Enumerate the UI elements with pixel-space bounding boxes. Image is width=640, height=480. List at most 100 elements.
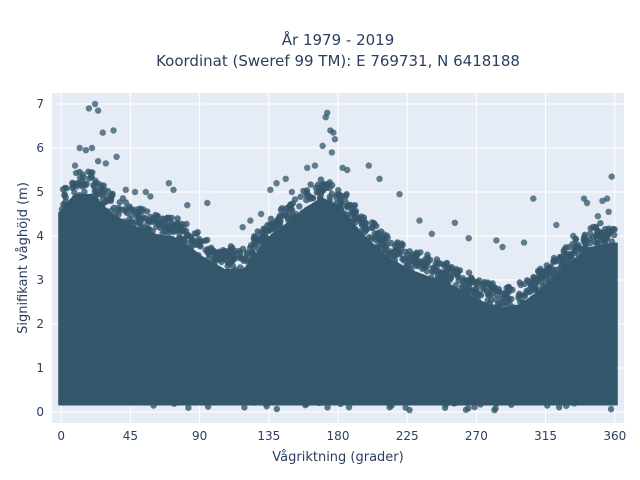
data-point [326, 266, 333, 273]
data-point [62, 370, 69, 377]
data-point [242, 384, 249, 391]
data-point [430, 278, 438, 285]
data-point [535, 295, 543, 303]
data-point [69, 199, 76, 206]
data-point [152, 236, 160, 244]
data-point [228, 295, 235, 303]
outlier-point [603, 195, 611, 202]
data-point [271, 349, 278, 357]
outlier-point [520, 239, 528, 246]
data-point [252, 268, 259, 275]
data-point [562, 333, 570, 341]
data-point [245, 362, 252, 370]
data-point [249, 288, 256, 296]
data-point [497, 322, 504, 330]
data-point [325, 336, 332, 343]
outlier-point [165, 180, 173, 187]
data-point [317, 195, 324, 202]
data-point [226, 260, 233, 267]
data-point [90, 361, 97, 368]
data-point [480, 340, 487, 347]
data-point [337, 400, 344, 408]
data-point [295, 295, 303, 302]
data-point [376, 304, 383, 312]
data-point [351, 255, 358, 263]
data-point [229, 287, 237, 294]
data-point [285, 259, 292, 266]
data-point [501, 298, 508, 306]
data-point [326, 364, 333, 371]
data-point [117, 393, 124, 400]
outlier-point [147, 193, 154, 200]
data-point [142, 240, 150, 248]
x-tick-label: 315 [534, 429, 557, 443]
data-point [209, 387, 216, 395]
outlier-point [428, 230, 435, 237]
data-point [201, 272, 208, 279]
data-point [246, 374, 253, 382]
data-point [129, 228, 137, 235]
data-point [337, 221, 344, 228]
data-point [68, 317, 75, 324]
data-point [120, 261, 128, 268]
data-point [423, 364, 431, 372]
data-point [570, 275, 577, 283]
data-point [197, 283, 205, 290]
data-point [487, 364, 494, 371]
data-point [543, 402, 551, 409]
outlier-point [110, 127, 117, 134]
data-point [485, 349, 492, 356]
data-point [193, 263, 200, 271]
data-point [381, 276, 388, 283]
data-point [303, 400, 310, 408]
data-point [253, 315, 260, 322]
data-point [411, 312, 419, 319]
outlier-point [319, 142, 326, 149]
data-point [190, 298, 197, 306]
data-point [561, 246, 568, 253]
data-point [170, 276, 178, 284]
data-point [406, 406, 413, 414]
data-point [410, 349, 417, 356]
data-point [137, 327, 145, 334]
data-point [238, 275, 245, 282]
data-point [138, 278, 145, 285]
data-point [279, 273, 286, 280]
data-point [188, 362, 196, 369]
data-point [589, 381, 596, 388]
data-point [170, 385, 177, 392]
data-point [431, 360, 439, 368]
data-point [213, 309, 221, 317]
data-point [237, 264, 244, 271]
data-point [520, 382, 527, 389]
data-point [164, 270, 171, 277]
data-point [499, 376, 506, 383]
data-point [465, 327, 472, 334]
outlier-point [170, 186, 177, 193]
data-point [576, 324, 583, 332]
data-point [589, 267, 596, 275]
data-point [517, 337, 524, 344]
data-point [68, 291, 75, 298]
outlier-point [451, 219, 459, 226]
data-point [449, 365, 457, 372]
data-point [551, 319, 559, 326]
data-point [605, 294, 612, 301]
data-point [254, 228, 261, 235]
data-point [217, 275, 225, 283]
data-point [161, 220, 169, 227]
data-point [105, 234, 112, 241]
data-point [448, 273, 455, 280]
data-point [386, 404, 393, 411]
data-point [108, 303, 116, 311]
data-point [317, 224, 324, 231]
data-point [363, 299, 370, 306]
data-point [435, 365, 442, 372]
data-point [600, 274, 607, 282]
data-point [62, 225, 70, 233]
data-point [321, 381, 328, 389]
data-point [291, 196, 299, 203]
data-point [224, 397, 232, 405]
data-point [60, 283, 67, 290]
data-point [475, 325, 482, 332]
